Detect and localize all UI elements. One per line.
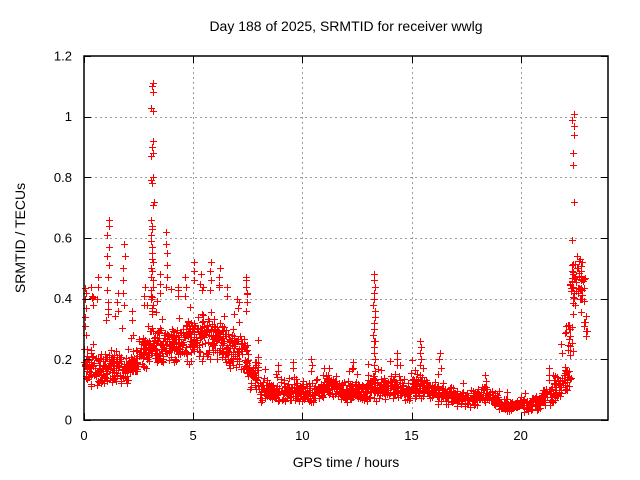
- x-tick-label: 0: [80, 428, 87, 443]
- x-tick-label: 15: [404, 428, 418, 443]
- y-axis-label: SRMTID / TECUs: [12, 183, 28, 293]
- y-tick-label: 1: [65, 109, 72, 124]
- y-tick-label: 0: [65, 413, 72, 428]
- y-tick-label: 0.6: [54, 231, 72, 246]
- tick-labels-group: 0 5 10 15 20 0 0.2 0.4 0.6 0.8 1 1.2: [54, 49, 528, 444]
- x-tick-label: 10: [295, 428, 309, 443]
- y-tick-label: 0.8: [54, 170, 72, 185]
- axis-tick-marks: [84, 56, 608, 421]
- x-axis-label: GPS time / hours: [293, 454, 400, 470]
- grid-lines: [85, 57, 607, 419]
- scatter-points: [81, 80, 591, 416]
- x-tick-label: 5: [190, 428, 197, 443]
- y-tick-label: 1.2: [54, 49, 72, 64]
- y-tick-label: 0.2: [54, 352, 72, 367]
- y-tick-label: 0.4: [54, 291, 72, 306]
- chart-title: Day 188 of 2025, SRMTID for receiver wwl…: [209, 18, 482, 34]
- x-tick-label: 20: [513, 428, 527, 443]
